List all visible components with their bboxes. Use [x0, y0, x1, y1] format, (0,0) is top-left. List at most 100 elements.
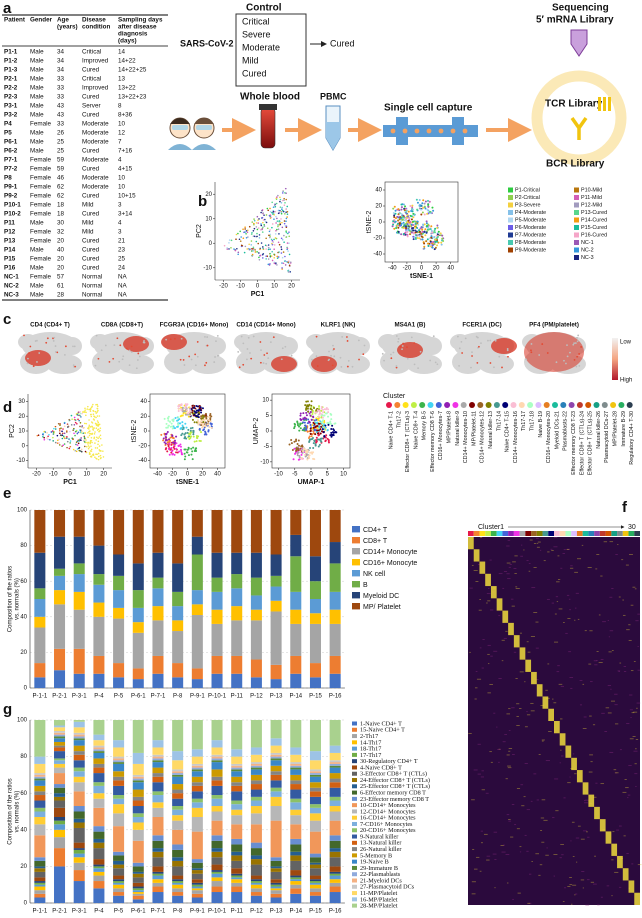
bar-segment [132, 563, 144, 591]
bar-segment [191, 879, 203, 883]
cell-dot [290, 442, 293, 445]
y-tick-label: 40 [375, 188, 382, 194]
heatmap-speckle [501, 660, 504, 662]
bar-segment [231, 800, 243, 805]
heatmap-speckle [523, 796, 526, 798]
heatmap-speckle [511, 804, 515, 805]
cell-dot [27, 357, 29, 360]
heatmap-speckle [563, 549, 566, 551]
heatmap-speckle [482, 638, 485, 640]
heatmap-speckle [501, 851, 506, 853]
cell-dot [425, 220, 428, 223]
y-tick-label: 10 [262, 398, 269, 404]
cell-dot [399, 224, 402, 227]
bar-segment [250, 769, 262, 775]
bar-segment [231, 868, 243, 874]
heatmap-cluster-bar [519, 531, 526, 536]
heatmap-speckle [514, 573, 517, 574]
bar-segment [34, 773, 46, 775]
cell-dot [180, 414, 183, 417]
heatmap-speckle [507, 539, 511, 541]
cell-dot [246, 348, 249, 350]
cell-dot [262, 213, 265, 215]
cell-dot [423, 202, 426, 205]
cell-dot [394, 217, 397, 220]
cell-dot [85, 451, 88, 454]
bar-segment [113, 776, 125, 781]
legend-label: P3-Severe [515, 202, 540, 208]
bar-segment [191, 615, 203, 669]
cell-dot [263, 223, 265, 226]
table-cell: Female [30, 202, 51, 209]
table-cell: Female [30, 211, 51, 218]
cell-dot [121, 358, 124, 361]
cell-dot [333, 355, 336, 358]
bar-segment [250, 754, 262, 763]
cell-dot [266, 207, 269, 210]
heatmap-speckle [630, 604, 634, 606]
cell-dot [273, 248, 275, 251]
x-tick-label: P-12 [250, 694, 263, 700]
cell-dot [169, 420, 172, 423]
cell-dot [243, 251, 246, 254]
heatmap-cluster-bar [617, 531, 623, 536]
heatmap-speckle [581, 871, 585, 872]
bar-segment [54, 796, 66, 801]
legend-label: 14-Th17 [360, 739, 381, 746]
cell-dot [287, 250, 289, 252]
legend-label: 22-Plasmablasts [360, 871, 401, 878]
cell-dot [254, 249, 256, 251]
cell-dot [307, 455, 310, 458]
heatmap-speckle [475, 671, 478, 672]
bar-segment [93, 747, 105, 750]
table-cell: Male [30, 139, 44, 146]
cell-dot [269, 252, 272, 255]
cell-dot [262, 219, 265, 221]
cell-dot [416, 236, 419, 239]
cell-dot [180, 451, 183, 454]
legend-swatch [352, 853, 357, 858]
cell-dot [63, 353, 66, 356]
cell-dot [406, 224, 409, 227]
step-label: 5′ mRNA Library [536, 15, 614, 26]
heatmap-speckle [502, 741, 506, 743]
gene-label: MS4A1 (B) [395, 322, 426, 329]
cell-dot [306, 449, 309, 452]
cell-dot [56, 439, 59, 442]
cell-dot [400, 217, 403, 220]
heatmap-speckle [628, 764, 632, 766]
cell-dot [52, 433, 55, 435]
cell-dot [195, 411, 198, 414]
cell-cloud [378, 334, 398, 350]
cell-dot [315, 335, 318, 338]
cell-dot [95, 412, 98, 414]
cell-dot [314, 411, 317, 414]
bar-segment [211, 881, 223, 887]
bar-segment [172, 760, 184, 770]
cell-dot [81, 412, 83, 415]
y-tick-label: 20 [20, 864, 27, 870]
cell-dot [275, 215, 277, 218]
table-cell: P16 [4, 265, 16, 272]
cell-dot [422, 223, 425, 226]
bar-segment [152, 767, 164, 774]
heatmap-speckle [631, 863, 634, 865]
heatmap-speckle [569, 884, 573, 886]
cell-dot [285, 220, 287, 222]
cell-dot [79, 414, 81, 417]
cell-dot [305, 425, 308, 428]
bar-segment [54, 510, 66, 537]
cell-dot [318, 426, 321, 429]
cell-dot [253, 219, 256, 222]
cell-dot [192, 433, 195, 436]
bar-segment [73, 734, 85, 737]
table-cell: Mild [82, 229, 94, 236]
cell-dot [402, 221, 405, 224]
bar-segment [172, 606, 184, 621]
heatmap-speckle [570, 840, 572, 842]
cell-dot [38, 352, 41, 354]
bar-segment [172, 884, 184, 889]
cell-dot [404, 219, 407, 222]
cell-dot [59, 434, 62, 436]
heatmap-speckle [600, 783, 605, 785]
